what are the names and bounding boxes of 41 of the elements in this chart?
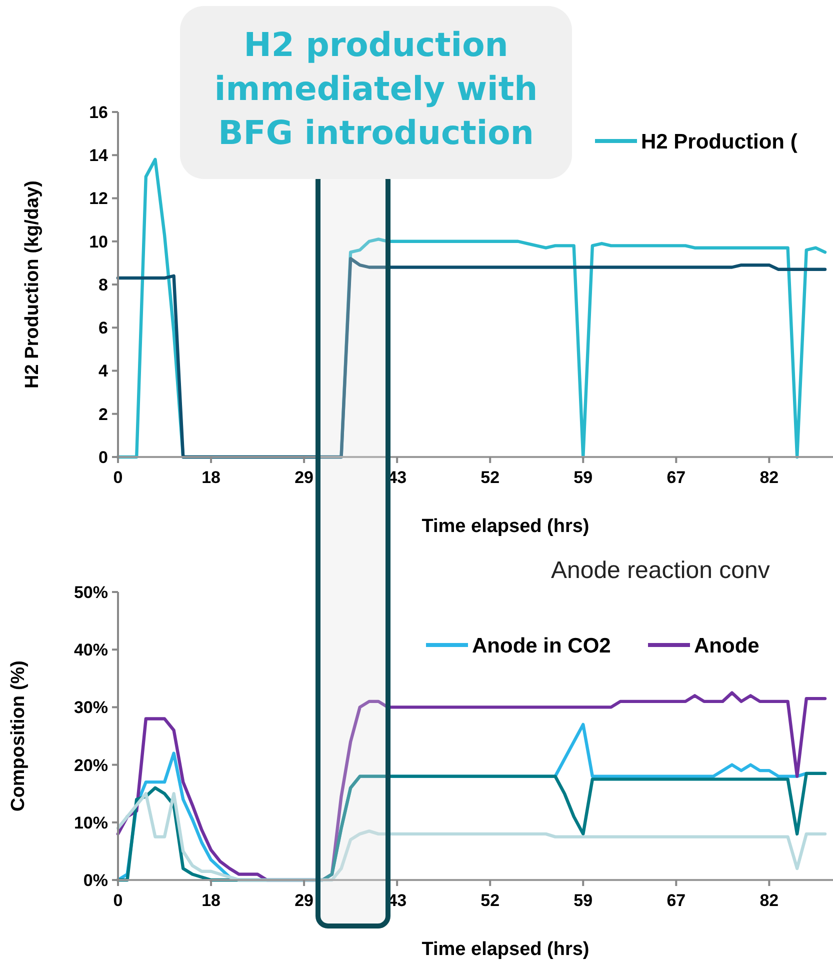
x-tick-label: 52 xyxy=(480,890,500,910)
y-axis-title: H2 Production (kg/day) xyxy=(22,180,43,388)
x-axis-title: Time elapsed (hrs) xyxy=(422,516,590,537)
y-tick-label: 10% xyxy=(74,813,108,832)
y-tick-label: 20% xyxy=(74,756,108,775)
x-tick-label: 29 xyxy=(294,468,314,487)
annotation: H2 production immediately with BFG introduction xyxy=(214,25,538,152)
line-series xyxy=(116,772,827,882)
x-tick-label: 29 xyxy=(294,890,314,910)
y-tick-label: 0% xyxy=(83,870,108,890)
y-tick-label: 50% xyxy=(74,582,108,602)
y-tick-label: 4 xyxy=(98,362,109,381)
x-tick-label: 18 xyxy=(202,890,220,910)
y-tick-label: 0 xyxy=(98,448,108,467)
y-tick-label: 8 xyxy=(98,275,108,294)
y-tick-label: 40% xyxy=(74,640,108,660)
x-tick-label: 82 xyxy=(760,468,779,487)
x-tick-label: 18 xyxy=(202,468,220,487)
x-tick-label: 59 xyxy=(574,468,593,487)
legend-label: Anode in CO2 xyxy=(472,634,611,658)
y-tick-label: 30% xyxy=(74,698,108,718)
x-tick-label: 67 xyxy=(666,468,686,487)
y-tick-label: 6 xyxy=(98,318,108,338)
x-tick-label: 59 xyxy=(574,890,593,910)
line-series xyxy=(116,792,827,882)
legend-label: H2 Production ( xyxy=(641,130,798,154)
line-series xyxy=(116,257,827,459)
y-tick-label: 16 xyxy=(89,102,108,122)
y-tick-label: 2 xyxy=(98,404,108,424)
x-tick-label: 0 xyxy=(113,468,123,487)
x-tick-label: 0 xyxy=(113,890,123,910)
y-tick-label: 14 xyxy=(89,146,109,166)
y-axis-title: Composition (%) xyxy=(8,660,29,812)
y-tick-label: 10 xyxy=(89,232,108,252)
x-axis-title: Time elapsed (hrs) xyxy=(422,939,590,960)
x-tick-label: 82 xyxy=(760,890,779,910)
y-tick-label: 12 xyxy=(89,189,108,208)
chart-title: Anode reaction conv xyxy=(551,557,770,584)
legend-label: Anode xyxy=(694,634,760,658)
x-tick-label: 67 xyxy=(666,890,686,910)
x-tick-label: 52 xyxy=(480,468,500,487)
